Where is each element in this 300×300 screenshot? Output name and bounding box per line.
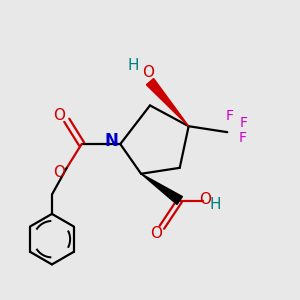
Text: F: F <box>226 109 234 123</box>
Text: H: H <box>210 197 221 212</box>
Text: O: O <box>53 108 65 123</box>
Polygon shape <box>146 79 189 126</box>
Text: H: H <box>128 58 140 73</box>
Text: F: F <box>238 131 246 145</box>
Text: O: O <box>142 65 154 80</box>
Text: O: O <box>53 165 65 180</box>
Polygon shape <box>141 174 182 204</box>
Text: N: N <box>104 132 118 150</box>
Text: O: O <box>150 226 162 241</box>
Text: F: F <box>240 116 248 130</box>
Text: O: O <box>199 191 211 206</box>
